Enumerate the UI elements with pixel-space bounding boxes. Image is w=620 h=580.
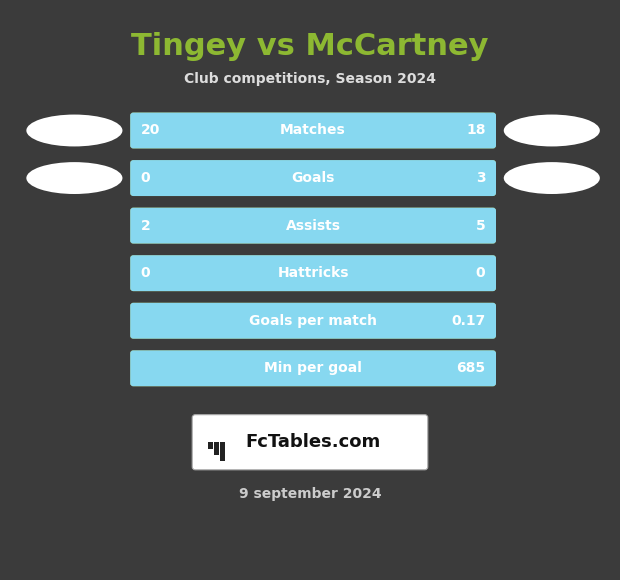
Text: 0: 0 — [476, 266, 485, 280]
FancyBboxPatch shape — [130, 350, 496, 386]
Text: Hattricks: Hattricks — [277, 266, 349, 280]
FancyBboxPatch shape — [192, 415, 428, 470]
Ellipse shape — [26, 162, 122, 194]
Text: Goals per match: Goals per match — [249, 314, 377, 328]
FancyBboxPatch shape — [130, 303, 496, 339]
FancyBboxPatch shape — [130, 255, 496, 291]
FancyBboxPatch shape — [214, 442, 219, 455]
Text: 2: 2 — [141, 219, 151, 233]
FancyBboxPatch shape — [130, 350, 496, 386]
FancyBboxPatch shape — [130, 303, 496, 339]
FancyBboxPatch shape — [130, 255, 496, 291]
Ellipse shape — [503, 162, 600, 194]
FancyBboxPatch shape — [130, 160, 496, 196]
Text: Min per goal: Min per goal — [264, 361, 362, 375]
Text: 9 september 2024: 9 september 2024 — [239, 487, 381, 501]
FancyBboxPatch shape — [130, 208, 496, 244]
Text: 5: 5 — [476, 219, 485, 233]
Ellipse shape — [503, 115, 600, 147]
FancyBboxPatch shape — [130, 113, 496, 148]
FancyBboxPatch shape — [130, 160, 496, 196]
Text: 20: 20 — [141, 124, 160, 137]
Ellipse shape — [26, 115, 122, 147]
Text: 0.17: 0.17 — [451, 314, 485, 328]
Text: Assists: Assists — [286, 219, 340, 233]
FancyBboxPatch shape — [208, 442, 213, 449]
Text: 0: 0 — [141, 171, 151, 185]
FancyBboxPatch shape — [130, 208, 496, 244]
Text: Tingey vs McCartney: Tingey vs McCartney — [131, 32, 489, 61]
Text: 685: 685 — [456, 361, 485, 375]
Text: Club competitions, Season 2024: Club competitions, Season 2024 — [184, 72, 436, 86]
Text: 0: 0 — [141, 266, 151, 280]
Text: 18: 18 — [466, 124, 485, 137]
Text: 3: 3 — [476, 171, 485, 185]
Text: Matches: Matches — [280, 124, 346, 137]
FancyBboxPatch shape — [130, 113, 496, 148]
Text: FcTables.com: FcTables.com — [245, 433, 380, 451]
FancyBboxPatch shape — [220, 442, 225, 461]
Text: Goals: Goals — [291, 171, 335, 185]
